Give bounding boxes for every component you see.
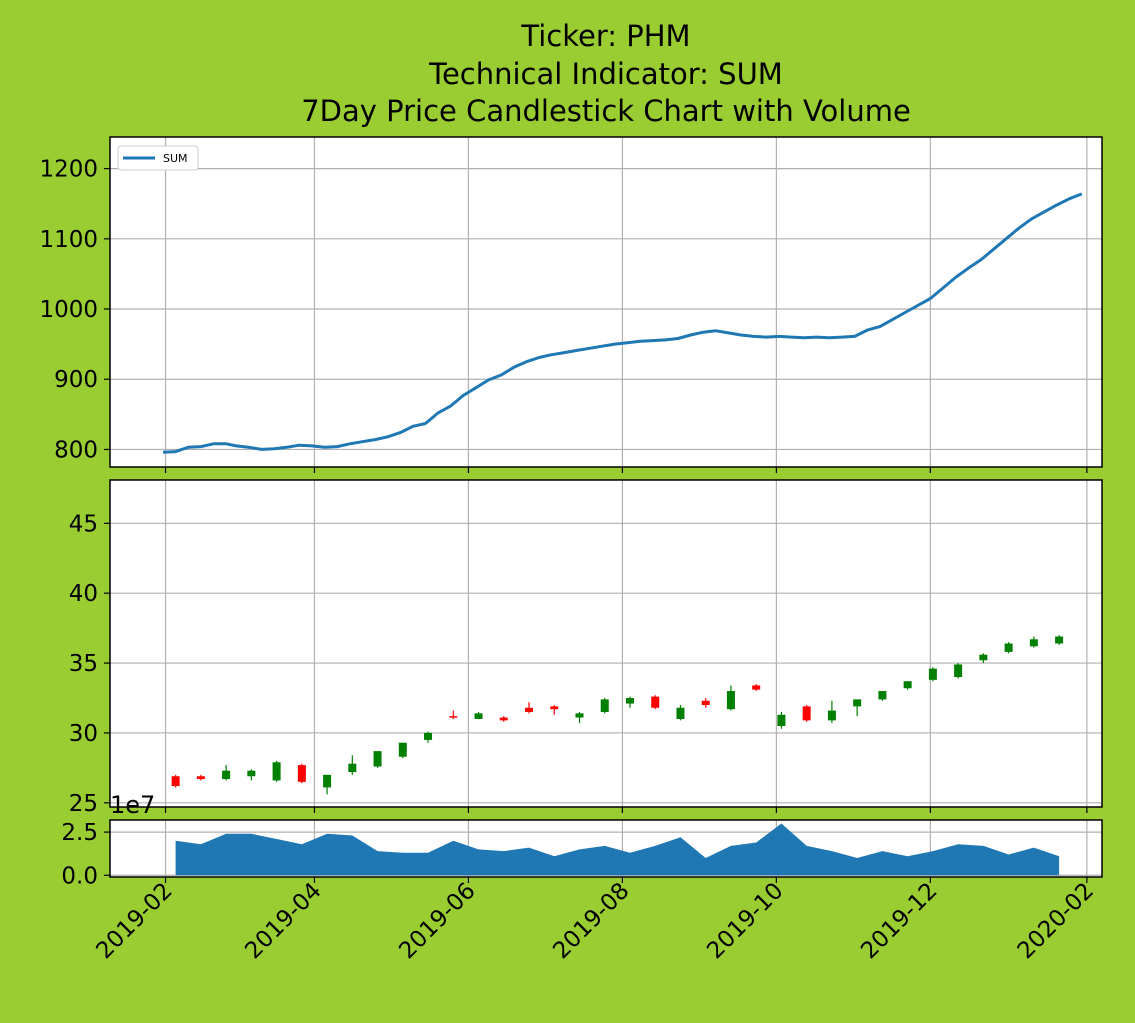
x-tick-label: 2019-08	[548, 878, 634, 964]
candle-body	[398, 742, 407, 757]
x-tick-label: 2019-02	[91, 878, 177, 964]
candle-body	[802, 706, 811, 721]
candle-body	[853, 699, 862, 707]
candle-body	[222, 770, 231, 780]
y-tick-label: 30	[69, 721, 98, 747]
candle-body	[1055, 636, 1064, 644]
volume-area	[175, 823, 1060, 876]
candle-body	[525, 707, 534, 712]
candle-body	[550, 706, 559, 710]
volume-y-axis: 0.0 2.5	[61, 820, 1088, 889]
chart-title-line-3: 7Day Price Candlestick Chart with Volume	[301, 94, 911, 128]
x-tick-label: 2019-06	[394, 878, 480, 964]
candle-body	[1029, 639, 1038, 647]
y-tick-label: 40	[69, 581, 98, 607]
candle-body	[196, 776, 205, 780]
candle-body	[726, 691, 735, 710]
candle-body	[979, 654, 988, 661]
candle-body	[323, 774, 332, 788]
indicator-panel-background	[110, 137, 1102, 467]
sum-line	[162, 192, 1083, 454]
candle-body	[903, 681, 912, 689]
volume-offset-label: 1e7	[110, 791, 155, 819]
candle-body	[575, 713, 584, 718]
indicator-series	[162, 192, 1083, 454]
candle-body	[651, 696, 660, 708]
x-tick-label: 2020-02	[1013, 878, 1099, 964]
y-tick-label: 35	[69, 651, 98, 677]
price-gridlines	[110, 480, 1102, 807]
legend-label: SUM	[163, 152, 188, 165]
price-panel: 25 30 35 40 45	[69, 479, 1103, 817]
candle-body	[1004, 643, 1013, 652]
candle-body	[701, 700, 710, 705]
price-candles	[171, 635, 1064, 795]
candle-body	[348, 763, 357, 773]
candle-body	[928, 668, 937, 680]
chart-title-line-2: Technical Indicator: SUM	[428, 57, 783, 91]
y-tick-label: 1100	[39, 227, 98, 253]
candle-body	[954, 664, 963, 678]
y-tick-label: 2.5	[61, 820, 98, 846]
indicator-y-axis: 800 900 1000 1100 1200	[39, 157, 1088, 473]
candle-body	[424, 732, 433, 740]
legend-box	[117, 145, 199, 171]
candle-body	[625, 698, 634, 704]
candle-body	[171, 776, 180, 787]
candle-body	[247, 770, 256, 777]
candle-body	[827, 710, 836, 721]
legend: SUM	[117, 145, 199, 171]
x-axis: 2019-02 2019-04 2019-06 2019-08 2019-10 2019-…	[91, 878, 1099, 964]
y-tick-label: 25	[69, 791, 98, 817]
candle-body	[449, 716, 458, 718]
indicator-panel-frame	[109, 136, 1103, 468]
price-panel-background	[110, 480, 1102, 807]
price-panel-frame	[109, 479, 1103, 808]
candle-body	[474, 713, 483, 719]
indicator-gridlines	[110, 137, 1102, 467]
volume-fill	[175, 823, 1060, 876]
candle-body	[373, 751, 382, 767]
x-tick-label: 2019-10	[702, 878, 788, 964]
candle-body	[752, 685, 761, 690]
candle-body	[499, 717, 508, 721]
y-tick-label: 1000	[39, 297, 98, 323]
price-y-axis: 25 30 35 40 45	[69, 511, 1088, 817]
candle-body	[297, 765, 306, 782]
y-tick-label: 45	[69, 511, 98, 537]
chart-title-line-1: Ticker: PHM	[520, 19, 690, 53]
candle-body	[777, 714, 786, 726]
volume-panel: 0.0 2.5 1e7	[61, 791, 1103, 889]
y-tick-label: 900	[54, 367, 98, 393]
y-tick-label: 800	[54, 437, 98, 463]
candle-body	[600, 699, 609, 712]
y-tick-label: 0.0	[61, 863, 98, 889]
x-tick-label: 2019-12	[856, 878, 942, 964]
y-tick-label: 1200	[39, 157, 98, 183]
candle-body	[272, 762, 281, 781]
indicator-panel: 800 900 1000 1100 1200 SUM	[39, 136, 1103, 473]
candle-body	[878, 691, 887, 700]
candle-body	[676, 707, 685, 719]
x-tick-label: 2019-04	[240, 878, 326, 964]
volume-panel-frame	[109, 819, 1103, 878]
